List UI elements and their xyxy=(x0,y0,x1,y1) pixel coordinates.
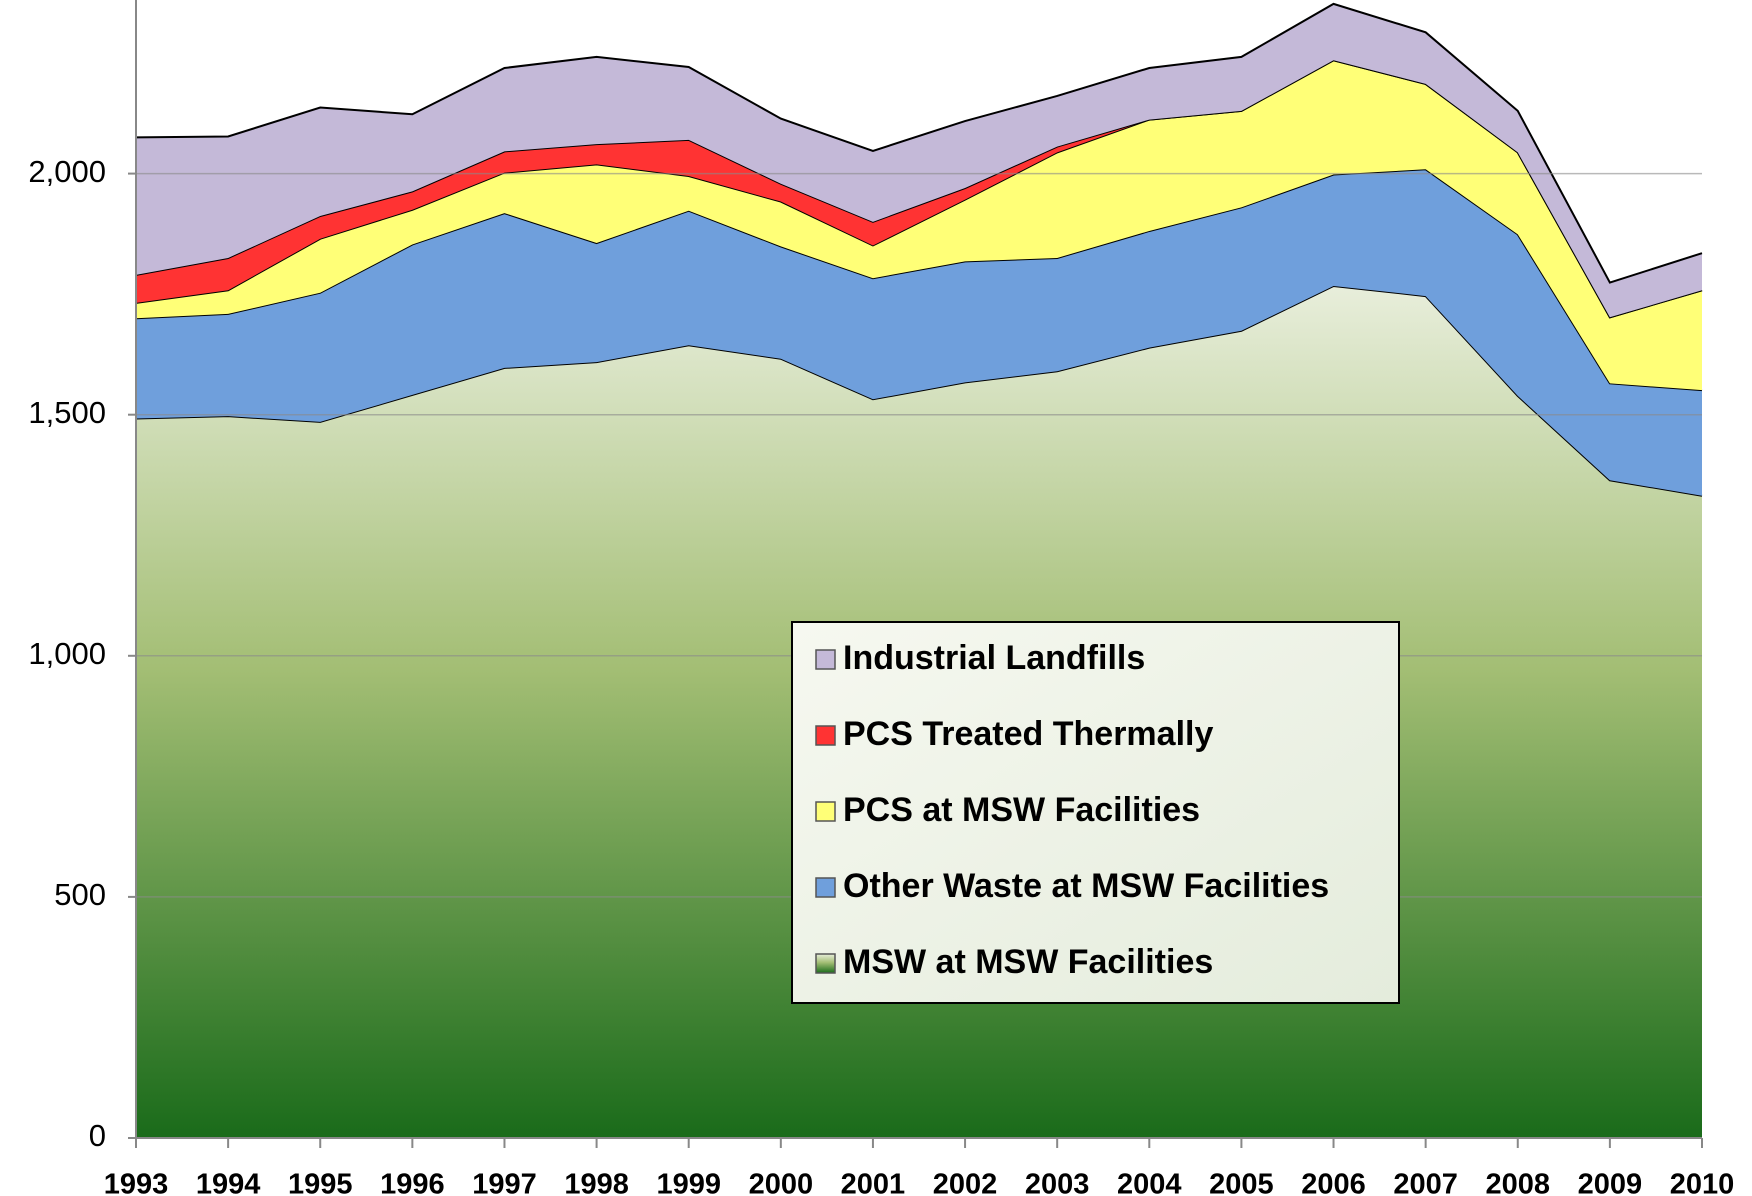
x-tick-label: 1995 xyxy=(288,1169,353,1196)
x-tick-label: 2000 xyxy=(749,1169,814,1196)
x-tick-label: 2005 xyxy=(1209,1169,1274,1196)
legend-swatch xyxy=(815,877,836,898)
y-tick-label: 1,500 xyxy=(28,395,106,430)
area xyxy=(136,60,1702,391)
legend-swatch xyxy=(815,953,836,974)
x-tick-label: 2006 xyxy=(1301,1169,1366,1196)
x-tick-label: 1994 xyxy=(196,1169,261,1196)
x-tick-label: 2004 xyxy=(1117,1169,1182,1196)
legend-swatch xyxy=(815,649,836,670)
legend-label: MSW at MSW Facilities xyxy=(843,943,1213,981)
x-tick-label: 1999 xyxy=(656,1169,721,1196)
area xyxy=(136,3,1702,318)
legend-box xyxy=(791,621,1400,1004)
x-tick-label: 1996 xyxy=(380,1169,445,1196)
y-tick-label: 2,000 xyxy=(28,154,106,189)
x-tick-label: 2001 xyxy=(841,1169,906,1196)
x-tick-label: 2002 xyxy=(933,1169,998,1196)
x-tick-label: 1998 xyxy=(564,1169,629,1196)
legend-label: PCS Treated Thermally xyxy=(843,715,1213,753)
x-tick-label: 2007 xyxy=(1393,1169,1458,1196)
area xyxy=(136,60,1702,318)
x-tick-label: 1993 xyxy=(104,1169,169,1196)
x-tick-label: 2010 xyxy=(1670,1169,1735,1196)
legend-swatch xyxy=(815,725,836,746)
x-tick-label: 2009 xyxy=(1578,1169,1643,1196)
y-tick-label: 1,000 xyxy=(28,636,106,671)
legend-label: Other Waste at MSW Facilities xyxy=(843,867,1329,905)
legend-label: PCS at MSW Facilities xyxy=(843,791,1200,829)
x-tick-label: 2003 xyxy=(1025,1169,1090,1196)
area-edge xyxy=(135,2,1703,284)
x-tick-label: 1997 xyxy=(472,1169,537,1196)
x-tick-label: 2008 xyxy=(1486,1169,1551,1196)
y-tick-label: 0 xyxy=(89,1118,106,1153)
area xyxy=(136,169,1702,496)
legend-swatch xyxy=(815,801,836,822)
legend-label: Industrial Landfills xyxy=(843,639,1145,677)
legend: Industrial Landfills PCS Treated Thermall… xyxy=(791,621,1400,1004)
y-tick-label: 500 xyxy=(54,877,106,912)
